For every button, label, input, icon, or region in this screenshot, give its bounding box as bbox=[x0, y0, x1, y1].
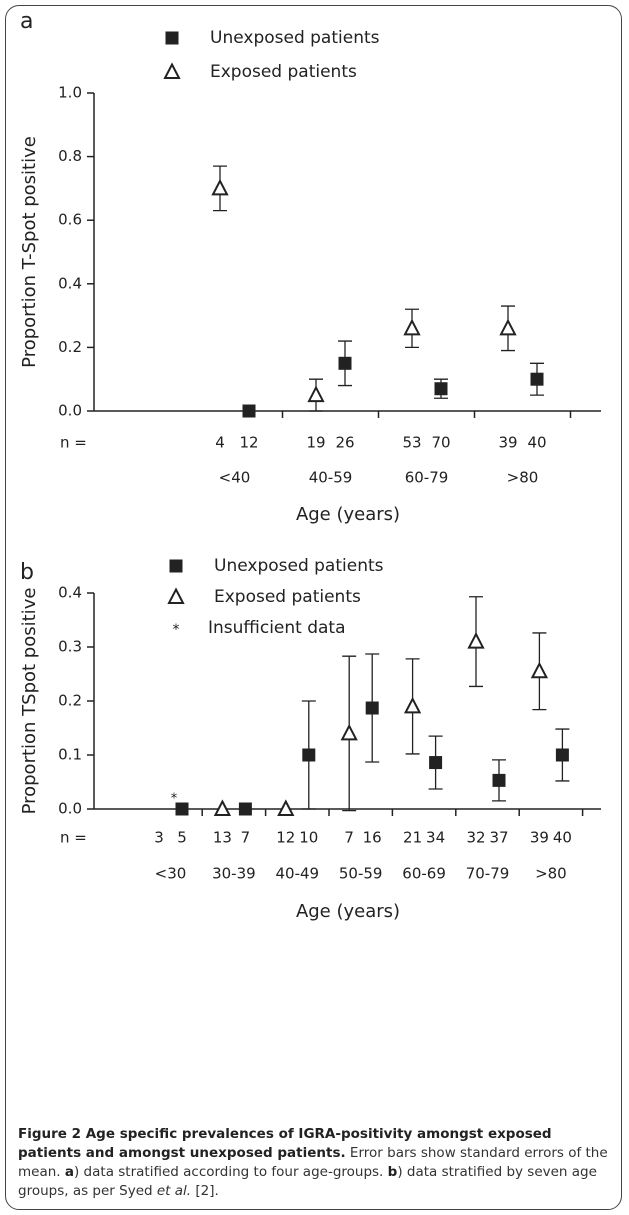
y-tick-label: 0.4 bbox=[58, 584, 82, 602]
point bbox=[211, 178, 229, 196]
frame bbox=[5, 5, 622, 1210]
y-axis-label: Proportion T-Spot positive bbox=[19, 136, 40, 368]
point bbox=[307, 385, 325, 403]
point bbox=[499, 318, 517, 336]
caption-title: Figure 2 Age specific prevalences of IGR… bbox=[18, 1126, 552, 1161]
n-label: n = bbox=[60, 434, 87, 452]
point bbox=[277, 799, 295, 816]
y-tick-label: 0.6 bbox=[58, 211, 82, 229]
y-tick-label: 0.1 bbox=[58, 746, 82, 764]
legend-label: Exposed patients bbox=[210, 62, 357, 82]
n-value: 7 bbox=[241, 829, 251, 847]
n-value: 19 bbox=[306, 434, 325, 452]
point bbox=[530, 661, 549, 679]
x-tick-label: <40 bbox=[219, 469, 251, 487]
insufficient-marker: * bbox=[171, 792, 178, 807]
n-value: 53 bbox=[402, 434, 421, 452]
point bbox=[365, 701, 379, 715]
x-tick-label: 60-79 bbox=[405, 469, 449, 487]
panel-letter: b bbox=[20, 560, 34, 585]
y-axis-label: Proportion TSpot positive bbox=[19, 588, 40, 815]
n-value: 12 bbox=[276, 829, 295, 847]
n-value: 13 bbox=[213, 829, 232, 847]
y-tick-label: 0.0 bbox=[58, 402, 82, 420]
point bbox=[429, 756, 443, 770]
point bbox=[530, 372, 544, 386]
point bbox=[434, 382, 448, 396]
n-label: n = bbox=[60, 829, 87, 847]
panel-letter: a bbox=[20, 9, 33, 34]
x-tick-label: <30 bbox=[155, 865, 187, 883]
n-value: 37 bbox=[489, 829, 508, 847]
point bbox=[302, 748, 316, 762]
y-tick-label: 0.0 bbox=[58, 800, 82, 818]
n-value: 5 bbox=[177, 829, 187, 847]
y-tick-label: 0.2 bbox=[58, 338, 82, 356]
caption-b-end: [2]. bbox=[191, 1183, 219, 1199]
legend-marker bbox=[165, 31, 179, 45]
legend-marker: * bbox=[173, 622, 180, 638]
y-tick-label: 0.4 bbox=[58, 274, 82, 292]
point bbox=[175, 802, 189, 816]
point bbox=[555, 748, 569, 762]
caption-a-text: ) data stratified according to four age-… bbox=[74, 1164, 388, 1180]
x-tick-label: >80 bbox=[535, 865, 567, 883]
point bbox=[340, 723, 358, 741]
legend-label: Unexposed patients bbox=[210, 28, 380, 48]
x-tick-label: 70-79 bbox=[466, 865, 510, 883]
caption-b-text: ) data stratified by seven age groups, a… bbox=[18, 1164, 597, 1199]
caption-text: Error bars show standard errors of the m… bbox=[18, 1145, 608, 1180]
n-value: 26 bbox=[335, 434, 354, 452]
point bbox=[213, 799, 232, 816]
point bbox=[467, 631, 485, 649]
legend-marker bbox=[169, 559, 183, 573]
n-value: 16 bbox=[363, 829, 382, 847]
caption-b-label: b bbox=[387, 1164, 398, 1180]
caption-a-label: a bbox=[64, 1164, 74, 1180]
n-value: 34 bbox=[426, 829, 445, 847]
n-value: 32 bbox=[466, 829, 485, 847]
x-tick-label: 40-59 bbox=[309, 469, 353, 487]
n-value: 70 bbox=[431, 434, 450, 452]
legend-marker bbox=[167, 587, 185, 604]
n-value: 3 bbox=[154, 829, 164, 847]
x-tick-label: 60-69 bbox=[402, 865, 446, 883]
caption-b-italic: et al. bbox=[156, 1183, 192, 1199]
figure: a 0.0 0.2 0.4 0.6 0.8 1.0 Proportion T-Spot pos… bbox=[19, 9, 601, 922]
point bbox=[403, 696, 422, 714]
n-value: 4 bbox=[215, 434, 225, 452]
n-value: 21 bbox=[403, 829, 422, 847]
n-value: 7 bbox=[344, 829, 354, 847]
legend-label: Exposed patients bbox=[214, 587, 361, 607]
n-value: 12 bbox=[239, 434, 258, 452]
n-value: 39 bbox=[498, 434, 517, 452]
point bbox=[403, 318, 421, 336]
x-tick-label: >80 bbox=[507, 469, 539, 487]
legend-label: Unexposed patients bbox=[214, 556, 384, 576]
point bbox=[238, 802, 252, 816]
y-tick-label: 0.8 bbox=[58, 147, 82, 165]
legend-marker bbox=[163, 62, 181, 79]
n-value: 39 bbox=[530, 829, 549, 847]
x-axis-label: Age (years) bbox=[296, 901, 400, 922]
x-tick-label: 30-39 bbox=[212, 865, 256, 883]
x-tick-label: 40-49 bbox=[276, 865, 320, 883]
x-axis-label: Age (years) bbox=[296, 504, 400, 525]
y-tick-label: 1.0 bbox=[58, 84, 82, 102]
y-tick-label: 0.2 bbox=[58, 692, 82, 710]
point bbox=[242, 404, 256, 418]
n-value: 10 bbox=[299, 829, 318, 847]
point bbox=[492, 773, 506, 787]
x-tick-label: 50-59 bbox=[339, 865, 383, 883]
legend-label: Insufficient data bbox=[208, 618, 346, 638]
caption: Figure 2 Age specific prevalences of IGR… bbox=[18, 1125, 614, 1201]
point bbox=[338, 356, 352, 370]
n-value: 40 bbox=[527, 434, 546, 452]
n-value: 40 bbox=[553, 829, 572, 847]
y-tick-label: 0.3 bbox=[58, 638, 82, 656]
